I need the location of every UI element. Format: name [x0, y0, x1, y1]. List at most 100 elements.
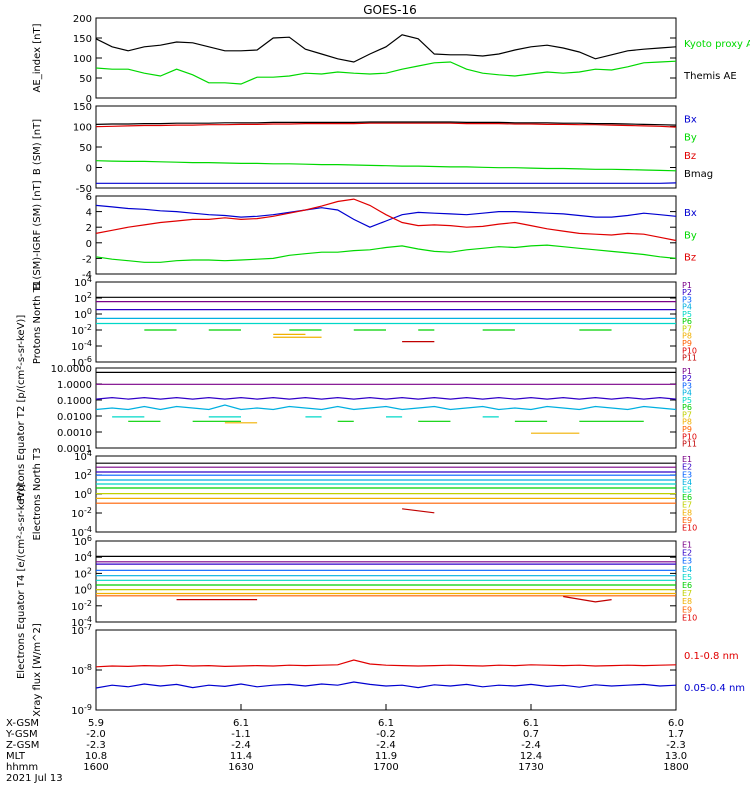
xaxis-z_gsm-4: -2.3 [666, 740, 686, 751]
ytick-label-0-1: 150 [73, 34, 92, 45]
ytick-label-1-3: 0 [86, 164, 92, 175]
ytick-label-2-4: -2 [82, 254, 92, 265]
ytick-label-5-4: 10-4 [71, 525, 92, 539]
series-label-5-8: E9 [682, 516, 692, 525]
ytick-label-4-1: 1.0000 [57, 380, 92, 391]
panel-frame-6 [95, 540, 677, 623]
xaxis-hhmm-4: 1800 [663, 762, 688, 773]
xaxis-y_gsm-4: 1.7 [668, 729, 684, 740]
series-4-3 [95, 404, 677, 411]
xaxis-hhmm-2: 1700 [373, 762, 398, 773]
series-4-2 [95, 396, 677, 400]
ytick-label-3-0: 104 [74, 275, 92, 289]
xaxis-row-label-5: 2021 Jul 13 [6, 773, 63, 784]
series-label-6-6: E7 [682, 589, 692, 598]
xaxis-z_gsm-1: -2.4 [231, 740, 251, 751]
ylabel-1: B (SM) [nT] [32, 119, 43, 175]
series-label-4-4: P5 [682, 396, 692, 405]
series-2-2 [95, 198, 677, 242]
xaxis-y_gsm-3: 0.7 [523, 729, 539, 740]
panel-frame-0 [95, 17, 677, 99]
ytick-label-2-1: 4 [86, 208, 92, 219]
ytick-label-5-1: 102 [74, 468, 92, 482]
legend-2-2: Bz [684, 253, 696, 264]
series-label-3-9: P10 [682, 346, 697, 355]
panel-frame-7 [95, 629, 677, 711]
legend-1-0: Bx [684, 114, 697, 125]
ytick-label-0-0: 200 [73, 14, 92, 25]
ytick-label-3-5: 10-6 [71, 355, 92, 369]
series-label-4-8: P9 [682, 425, 692, 434]
ylabel-5: Electrons North T3 [32, 447, 43, 540]
series-label-4-1: P2 [682, 374, 692, 383]
series-label-6-3: E4 [682, 565, 692, 574]
panel-frame-2 [95, 195, 677, 275]
ytick-label-7-1: 10-8 [71, 663, 92, 677]
xaxis-mlt-2: 11.9 [375, 751, 397, 762]
xaxis-y_gsm-0: -2.0 [86, 729, 106, 740]
series-0-1 [95, 34, 677, 63]
ytick-label-7-0: 10-7 [71, 623, 92, 637]
series-label-3-6: P7 [682, 324, 692, 333]
xaxis-row-label-4: hhmm [6, 762, 38, 773]
xaxis-mlt-1: 11.4 [230, 751, 252, 762]
ytick-label-3-2: 100 [74, 307, 92, 321]
legend-7-1: 0.05-0.4 nm [684, 683, 745, 694]
legend-2-1: By [684, 230, 697, 241]
series-label-6-1: E2 [682, 549, 692, 558]
panel-frame-4 [95, 367, 677, 449]
ytick-label-6-5: 10-4 [71, 615, 92, 629]
ytick-label-2-2: 2 [86, 223, 92, 234]
series-label-5-3: E4 [682, 478, 692, 487]
series-label-5-1: E2 [682, 463, 692, 472]
series-label-5-6: E7 [682, 501, 692, 510]
legend-1-2: Bz [684, 151, 696, 162]
series-0-0 [95, 60, 677, 85]
ytick-label-6-0: 106 [74, 534, 92, 548]
ytick-label-6-3: 100 [74, 583, 92, 597]
series-1-3 [95, 121, 677, 126]
ytick-label-1-1: 100 [73, 123, 92, 134]
ytick-label-4-4: 0.0010 [57, 428, 92, 439]
series-2-0 [95, 204, 677, 228]
ytick-label-2-3: 0 [86, 239, 92, 250]
series-label-3-4: P5 [682, 310, 692, 319]
ytick-label-0-4: 0 [86, 94, 92, 105]
series-label-5-9: E10 [682, 523, 697, 532]
xaxis-row-label-2: Z-GSM [6, 740, 39, 751]
legend-0-0: Kyoto proxy AE [684, 39, 750, 50]
xaxis-z_gsm-2: -2.4 [376, 740, 396, 751]
series-label-5-5: E6 [682, 493, 692, 502]
series-label-3-10: P11 [682, 354, 697, 363]
legend-7-0: 0.1-0.8 nm [684, 651, 739, 662]
ytick-label-7-2: 10-9 [71, 703, 92, 717]
xaxis-x_gsm-0: 5.9 [88, 718, 104, 729]
ytick-label-3-3: 10-2 [71, 323, 92, 337]
series-1-1 [95, 160, 677, 172]
series-2-1 [95, 244, 677, 263]
legend-2-0: Bx [684, 208, 697, 219]
xaxis-row-label-0: X-GSM [6, 718, 39, 729]
series-label-6-7: E8 [682, 597, 692, 606]
series-label-4-6: P7 [682, 410, 692, 419]
ylabel-3: Protons North T1 [32, 280, 43, 364]
ytick-label-6-2: 102 [74, 566, 92, 580]
series-label-3-5: P6 [682, 317, 692, 326]
series-label-4-9: P10 [682, 432, 697, 441]
legend-1-3: Bmag [684, 169, 713, 180]
series-label-4-7: P8 [682, 418, 692, 427]
series-label-5-2: E3 [682, 470, 692, 479]
series-label-6-9: E10 [682, 613, 697, 622]
series-label-6-8: E9 [682, 605, 692, 614]
ytick-label-1-0: 150 [73, 102, 92, 113]
plot-title: GOES-16 [363, 3, 417, 17]
legend-1-1: By [684, 133, 697, 144]
segment-5-0 [402, 508, 435, 514]
series-label-3-1: P2 [682, 288, 692, 297]
panel-frame-3 [95, 281, 677, 363]
ytick-label-2-0: 6 [86, 192, 92, 203]
series-label-3-3: P4 [682, 303, 692, 312]
ytick-label-3-4: 10-4 [71, 339, 92, 353]
xaxis-y_gsm-1: -1.1 [231, 729, 251, 740]
